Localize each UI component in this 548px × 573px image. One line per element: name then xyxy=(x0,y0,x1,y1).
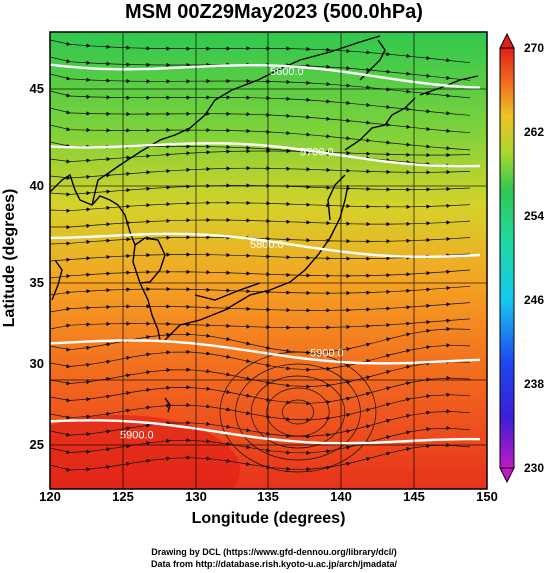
contour-line xyxy=(50,419,481,445)
streamline xyxy=(50,107,471,134)
x-tick-140: 140 xyxy=(330,489,352,504)
streamline xyxy=(50,39,471,64)
streamline xyxy=(50,217,471,230)
x-tick-130: 130 xyxy=(185,489,207,504)
colorbar xyxy=(499,47,515,469)
eddy-streamline xyxy=(282,399,314,425)
streamline xyxy=(50,285,471,296)
streamline xyxy=(50,302,471,313)
contour-label: 5700.0 xyxy=(300,146,334,158)
contour-line xyxy=(50,232,481,258)
contour-label: 5600.0 xyxy=(270,66,304,78)
contour-label: 5900.0 xyxy=(310,347,344,359)
contour-line xyxy=(50,63,481,89)
eddy-streamline xyxy=(219,351,377,473)
streamline xyxy=(50,73,471,99)
x-tick-120: 120 xyxy=(39,489,61,504)
credit-data: Data from http://database.rish.kyoto-u.a… xyxy=(150,559,398,569)
y-axis-label: Latitude (degrees) xyxy=(1,188,18,328)
colorbar-tick-270: 270 xyxy=(524,41,545,55)
colorbar-min-arrow xyxy=(499,467,515,484)
contour-line xyxy=(50,142,481,168)
chart-title: MSM 00Z29May2023 (500.0hPa) xyxy=(125,1,423,23)
streamline xyxy=(50,148,471,164)
streamline xyxy=(50,235,471,246)
contour-line xyxy=(50,339,481,365)
x-tick-150: 150 xyxy=(476,489,498,504)
credit-drawing: Drawing by DCL (https://www.gfd-dennou.o… xyxy=(151,547,397,557)
streamline xyxy=(50,252,471,262)
x-tick-145: 145 xyxy=(403,489,425,504)
streamline xyxy=(50,269,471,279)
y-tick-25: 25 xyxy=(29,437,44,452)
y-tick-30: 30 xyxy=(29,356,44,371)
colorbar-tick-246: 246 xyxy=(524,293,545,307)
contour-label: 5900.0 xyxy=(120,429,154,441)
colorbar-tick-262: 262 xyxy=(524,125,545,139)
streamline xyxy=(50,443,471,472)
x-tick-125: 125 xyxy=(112,489,134,504)
streamline xyxy=(50,124,471,151)
y-tick-35: 35 xyxy=(29,275,44,290)
eddy-streamline xyxy=(250,375,346,449)
eddy-streamline xyxy=(235,363,361,461)
colorbar-tick-230: 230 xyxy=(524,461,545,475)
eddy-streamline xyxy=(266,387,330,437)
height-contours xyxy=(50,63,481,445)
streamline xyxy=(50,90,471,116)
grid-lines xyxy=(50,32,487,489)
colorbar-max-arrow xyxy=(499,32,515,49)
x-tick-135: 135 xyxy=(257,489,279,504)
coastlines xyxy=(50,35,479,413)
streamline xyxy=(50,166,471,181)
contour-label: 5800.0 xyxy=(250,239,284,251)
colorbar-tick-238: 238 xyxy=(524,377,545,391)
y-tick-45: 45 xyxy=(29,81,44,96)
plot-frame xyxy=(49,31,488,490)
colorbar-tick-254: 254 xyxy=(524,209,545,223)
y-tick-40: 40 xyxy=(29,178,44,193)
x-axis-label: Longitude (degrees) xyxy=(191,510,346,527)
